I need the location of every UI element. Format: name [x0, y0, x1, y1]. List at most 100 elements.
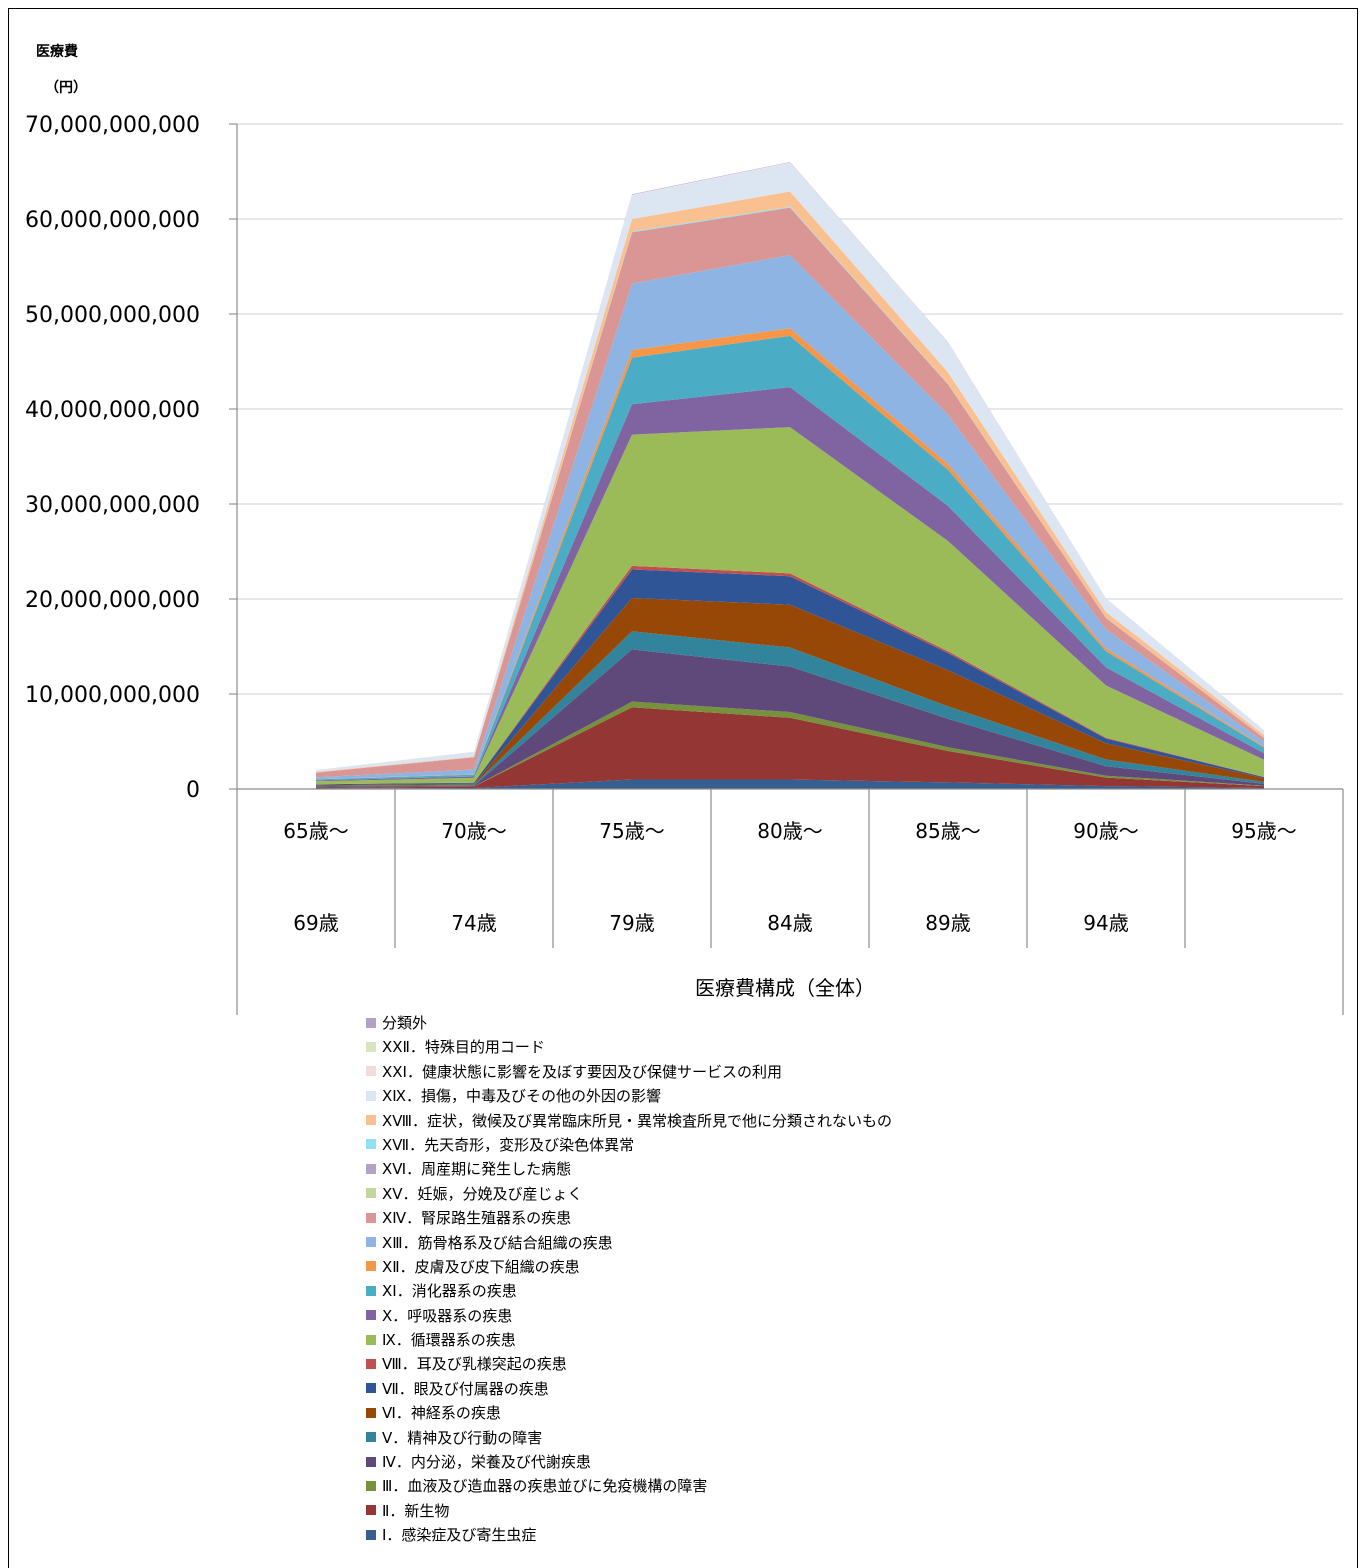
- x-category-labels: 65歳～ 69歳 70歳～ 74歳 75歳～ 79歳 80歳～ 84歳 85歳～ 89歳 90歳～ 9…: [283, 819, 1296, 935]
- legend-label: Ⅵ．神経系の疾患: [382, 1404, 501, 1423]
- category-label-line2: 79歳: [609, 911, 654, 935]
- legend-item: Ⅶ．眼及び付属器の疾患: [366, 1377, 892, 1401]
- legend-item: ⅩⅩⅡ．特殊目的用コード: [366, 1035, 892, 1059]
- legend-label: Ⅲ．血液及び造血器の疾患並びに免疫機構の障害: [382, 1477, 708, 1496]
- stacked-areas: Ⅰ．感染症及び寄生虫症Ⅱ．新生物Ⅲ．血液及び造血器の疾患並びに免疫機構の障害Ⅳ．…: [316, 162, 1264, 789]
- category-label-line2: 69歳: [293, 911, 338, 935]
- legend-label: ⅩⅦ．先天奇形，変形及び染色体異常: [382, 1135, 635, 1154]
- legend-swatch: [366, 1237, 376, 1248]
- category-label-line2: 94歳: [1083, 911, 1128, 935]
- legend-swatch: [366, 1310, 376, 1321]
- y-tick-label: 20,000,000,000: [25, 588, 200, 613]
- legend-swatch: [366, 1115, 376, 1126]
- legend-label: Ⅶ．眼及び付属器の疾患: [382, 1379, 549, 1398]
- legend-label: 分類外: [382, 1014, 428, 1032]
- y-axis-label-line2: （円）: [45, 80, 87, 96]
- legend-label: Ⅴ．精神及び行動の障害: [382, 1428, 543, 1447]
- legend-swatch: [366, 1285, 376, 1296]
- legend-swatch: [366, 1017, 376, 1028]
- legend-label: ⅩⅨ．損傷，中毒及びその他の外因の影響: [382, 1087, 662, 1106]
- legend-swatch: [366, 1090, 376, 1101]
- legend-item: Ⅹ．呼吸器系の疾患: [366, 1304, 892, 1328]
- category-label-line2: 84歳: [767, 911, 812, 935]
- area-series: Ⅱ．新生物: [316, 707, 1264, 789]
- legend-item: ⅩⅡ．皮膚及び皮下組織の疾患: [366, 1255, 892, 1279]
- area-series: Ⅴ．精神及び行動の障害: [316, 631, 1264, 787]
- legend-swatch: [366, 1188, 376, 1199]
- category-label-line2: 89歳: [925, 911, 970, 935]
- legend-swatch: [366, 1480, 376, 1491]
- y-tick-labels: 0 10,000,000,000 20,000,000,000 30,000,000,…: [25, 113, 200, 803]
- legend-label: ⅩⅩⅠ．健康状態に影響を及ぼす要因及び保健サービスの利用: [382, 1062, 782, 1081]
- area-series: Ⅸ．循環器系の疾患: [316, 427, 1264, 785]
- category-label-line1: 80歳～: [757, 819, 822, 843]
- area-series: Ⅳ．内分泌，栄養及び代謝疾患: [316, 649, 1264, 788]
- legend-swatch: [366, 1212, 376, 1223]
- legend-item: ⅩⅥ．周産期に発生した病態: [366, 1157, 892, 1181]
- area-series: Ⅰ．感染症及び寄生虫症: [316, 779, 1264, 789]
- legend-swatch: [366, 1139, 376, 1150]
- legend-label: ⅩⅧ．症状，徴候及び異常臨床所見・異常検査所見で他に分類されないもの: [382, 1111, 893, 1130]
- y-tick-label: 40,000,000,000: [25, 398, 200, 423]
- legend-item: Ⅲ．血液及び造血器の疾患並びに免疫機構の障害: [366, 1474, 892, 1498]
- category-label-line1: 95歳～: [1231, 819, 1296, 843]
- legend-item: Ⅷ．耳及び乳様突起の疾患: [366, 1352, 892, 1376]
- legend-swatch: [366, 1041, 376, 1052]
- legend-swatch: [366, 1383, 376, 1394]
- legend-item: Ⅰ．感染症及び寄生虫症: [366, 1523, 892, 1547]
- legend-swatch: [366, 1505, 376, 1516]
- legend-label: ⅩⅠ．消化器系の疾患: [382, 1282, 517, 1301]
- legend-label: Ⅷ．耳及び乳様突起の疾患: [382, 1355, 567, 1374]
- legend-item: Ⅴ．精神及び行動の障害: [366, 1426, 892, 1450]
- legend-label: ⅩⅣ．腎尿路生殖器系の疾患: [382, 1209, 572, 1228]
- legend-label: Ⅸ．循環器系の疾患: [382, 1331, 516, 1350]
- legend-label: ⅩⅤ．妊娠，分娩及び産じょく: [382, 1184, 583, 1203]
- y-tick-label: 0: [186, 778, 200, 803]
- legend-item: Ⅱ．新生物: [366, 1499, 892, 1523]
- legend-swatch: [366, 1334, 376, 1345]
- legend-item: Ⅳ．内分泌，栄養及び代謝疾患: [366, 1450, 892, 1474]
- legend-label: ⅩⅩⅡ．特殊目的用コード: [382, 1038, 545, 1057]
- legend-label: Ⅹ．呼吸器系の疾患: [382, 1306, 513, 1325]
- legend-label: Ⅰ．感染症及び寄生虫症: [382, 1526, 537, 1545]
- legend-swatch: [366, 1261, 376, 1272]
- y-tick-label: 30,000,000,000: [25, 493, 200, 518]
- category-label-line1: 90歳～: [1073, 819, 1138, 843]
- category-label-line1: 85歳～: [915, 819, 980, 843]
- category-label-line1: 65歳～: [283, 819, 348, 843]
- legend-swatch: [366, 1529, 376, 1540]
- legend-swatch: [366, 1432, 376, 1443]
- legend-item: ⅩⅠ．消化器系の疾患: [366, 1279, 892, 1303]
- legend-swatch: [366, 1456, 376, 1467]
- legend-label: ⅩⅡ．皮膚及び皮下組織の疾患: [382, 1257, 580, 1276]
- legend-item: Ⅵ．神経系の疾患: [366, 1401, 892, 1425]
- legend-item: ⅩⅣ．腎尿路生殖器系の疾患: [366, 1206, 892, 1230]
- legend-item: 分類外: [366, 1011, 892, 1035]
- legend-swatch: [366, 1407, 376, 1418]
- legend-item: ⅩⅨ．損傷，中毒及びその他の外因の影響: [366, 1084, 892, 1108]
- legend-swatch: [366, 1358, 376, 1369]
- y-tick-label: 50,000,000,000: [25, 303, 200, 328]
- legend-label: Ⅱ．新生物: [382, 1501, 450, 1520]
- y-tick-label: 10,000,000,000: [25, 683, 200, 708]
- y-tick-label: 60,000,000,000: [25, 208, 200, 233]
- legend-item: Ⅸ．循環器系の疾患: [366, 1328, 892, 1352]
- legend-label: ⅩⅥ．周産期に発生した病態: [382, 1160, 572, 1179]
- legend: 分類外 ⅩⅩⅡ．特殊目的用コード ⅩⅩⅠ．健康状態に影響を及ぼす要因及び保健サービス…: [366, 1011, 892, 1548]
- area-series: Ⅵ．神経系の疾患: [316, 598, 1264, 786]
- axes: [236, 124, 1344, 1015]
- legend-swatch: [366, 1163, 376, 1174]
- legend-item: ⅩⅧ．症状，徴候及び異常臨床所見・異常検査所見で他に分類されないもの: [366, 1109, 892, 1133]
- legend-label: Ⅳ．内分泌，栄養及び代謝疾患: [382, 1453, 591, 1472]
- category-label-line1: 70歳～: [441, 819, 506, 843]
- legend-swatch: [366, 1066, 376, 1077]
- legend-item: ⅩⅢ．筋骨格系及び結合組織の疾患: [366, 1231, 892, 1255]
- legend-label: ⅩⅢ．筋骨格系及び結合組織の疾患: [382, 1233, 613, 1252]
- legend-item: ⅩⅤ．妊娠，分娩及び産じょく: [366, 1182, 892, 1206]
- legend-item: ⅩⅩⅠ．健康状態に影響を及ぼす要因及び保健サービスの利用: [366, 1060, 892, 1084]
- category-label-line2: 74歳: [451, 911, 496, 935]
- category-label-line1: 75歳～: [599, 819, 664, 843]
- chart-frame: [8, 8, 1358, 1568]
- y-tick-label: 70,000,000,000: [25, 113, 200, 138]
